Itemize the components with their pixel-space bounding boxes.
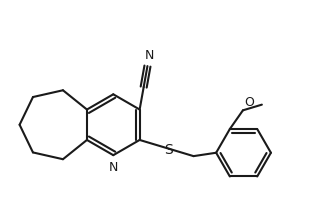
Text: S: S — [164, 143, 173, 157]
Text: O: O — [244, 96, 254, 109]
Text: N: N — [109, 161, 118, 174]
Text: N: N — [144, 49, 154, 62]
